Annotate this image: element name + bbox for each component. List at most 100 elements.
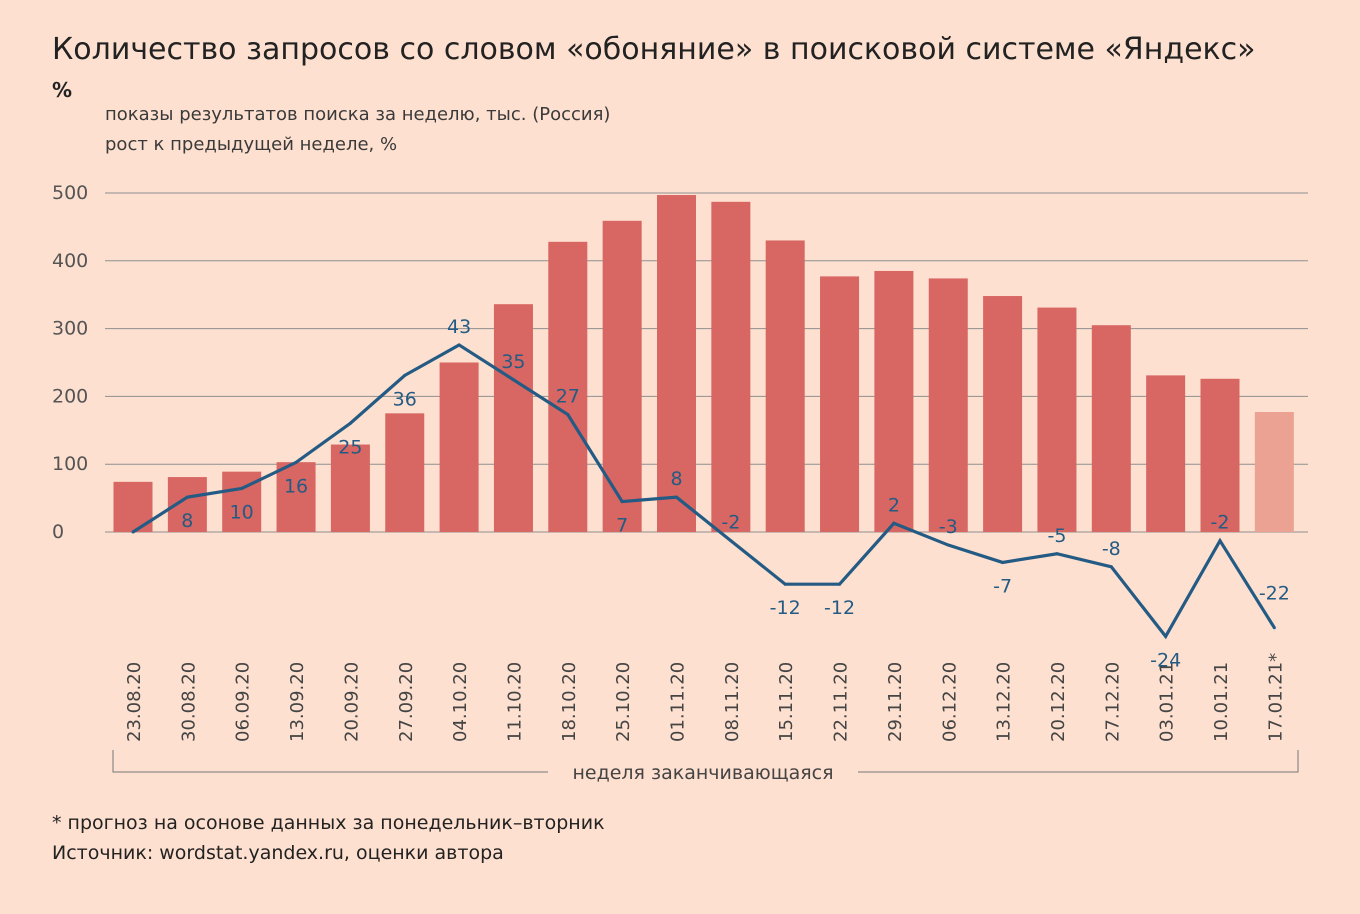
x-tick-label: 20.09.20 (341, 662, 362, 742)
unit-label: % (52, 78, 73, 102)
line-data-label: 43 (447, 316, 471, 338)
line-point (457, 343, 461, 347)
x-tick-label: 15.11.20 (776, 662, 797, 742)
x-tick-label: 18.10.20 (559, 662, 580, 742)
line-point (729, 539, 733, 543)
x-tick-label: 22.11.20 (831, 662, 852, 742)
chart-area: 0 100 200 300 400 500 8 10 16 25 36 43 35 27 7 8 -2 -12 -1… (52, 182, 1308, 784)
bar (983, 296, 1023, 532)
legend-line: рост к предыдущей неделе, % (105, 134, 398, 155)
x-tick-label: 20.12.20 (1048, 662, 1069, 742)
line-data-label: -2 (721, 512, 740, 534)
line-point (1218, 539, 1222, 543)
line-data-label: 16 (284, 475, 308, 497)
bar (1091, 325, 1131, 532)
bar (657, 195, 696, 532)
y-tick-label: 300 (52, 318, 88, 340)
x-tick-label: 10.01.21 (1211, 662, 1232, 742)
y-tick-label: 400 (52, 250, 88, 272)
line-point (185, 495, 189, 499)
line-data-label: -3 (939, 516, 958, 538)
line-data-label: -8 (1102, 538, 1121, 560)
line-point (1109, 565, 1113, 569)
line-data-label: 8 (670, 468, 682, 490)
x-tick-label: 11.10.20 (504, 662, 525, 742)
x-tick-label: 23.08.20 (124, 662, 145, 742)
bar (1037, 307, 1077, 532)
y-tick-label: 500 (52, 182, 88, 204)
line-data-label: 10 (230, 502, 254, 524)
line-data-label: 7 (616, 515, 628, 537)
x-tick-label: 13.12.20 (994, 662, 1015, 742)
x-tick-label: 13.09.20 (287, 662, 308, 742)
y-tick-label: 200 (52, 385, 88, 407)
bar (602, 220, 642, 532)
x-tick-label: 30.08.20 (178, 662, 199, 742)
bar (765, 240, 805, 532)
line-point (1272, 626, 1276, 630)
growth-line (132, 343, 1276, 640)
bar (548, 241, 588, 533)
bar (493, 304, 533, 532)
y-tick-label: 0 (52, 521, 64, 543)
line-data-label: -24 (1150, 649, 1181, 671)
bar (276, 462, 316, 532)
bar (1200, 378, 1240, 532)
bar (330, 444, 370, 532)
line-data-label: 25 (338, 436, 362, 458)
bar (439, 362, 479, 532)
bar (820, 276, 860, 532)
line-point (403, 373, 407, 377)
line-point (1055, 552, 1059, 556)
line-data-label: 27 (556, 386, 580, 408)
bar (711, 201, 751, 532)
line-point (1001, 560, 1005, 564)
x-tick-label: 08.11.20 (722, 662, 743, 742)
line-point (946, 543, 950, 547)
bar (874, 270, 914, 532)
axis-bracket-left (112, 750, 548, 773)
line-point (131, 530, 135, 534)
line-data-label: -2 (1211, 512, 1230, 534)
bar (928, 278, 968, 532)
x-tick-label: 04.10.20 (450, 662, 471, 742)
x-tick-label: 03.01.21 (1157, 662, 1178, 742)
line-data-label: 35 (501, 351, 525, 373)
line-point (511, 378, 515, 382)
y-tick-label: 100 (52, 453, 88, 475)
x-tick-label: 29.11.20 (885, 662, 906, 742)
chart-title: Количество запросов со словом «обоняние»… (52, 32, 1256, 67)
line-data-label: -12 (824, 597, 855, 619)
line-point (1164, 634, 1168, 638)
line-point (294, 460, 298, 464)
line-data-label: -7 (993, 575, 1012, 597)
x-tick-label: 25.10.20 (613, 662, 634, 742)
line-point (348, 421, 352, 425)
line-data-label: -12 (770, 597, 801, 619)
line-point (566, 413, 570, 417)
bar (1254, 411, 1294, 532)
footnote: * прогноз на осонове данных за понедельн… (52, 812, 605, 834)
axis-bracket-right (858, 750, 1299, 773)
source-note: Источник: wordstat.yandex.ru, оценки авт… (52, 842, 504, 864)
x-tick-label: 17.01.21* (1265, 653, 1286, 742)
line-data-label: 2 (888, 494, 900, 516)
x-tick-label: 01.11.20 (668, 662, 689, 742)
x-tick-label: 06.12.20 (939, 662, 960, 742)
bar (1146, 375, 1186, 532)
line-point (675, 495, 678, 499)
bar (385, 413, 425, 532)
legend-bars: показы результатов поиска за неделю, тыс… (105, 104, 611, 125)
line-data-label: 36 (393, 388, 417, 410)
x-tick-label: 06.09.20 (233, 662, 254, 742)
x-axis-label: неделя заканчивающаяся (572, 762, 833, 784)
line-point (892, 521, 896, 525)
line-data-label: 8 (181, 510, 193, 532)
line-data-label: -22 (1259, 583, 1290, 605)
line-point (620, 500, 624, 504)
x-tick-label: 27.09.20 (396, 662, 417, 742)
x-tick-label: 27.12.20 (1102, 662, 1123, 742)
line-point (838, 582, 842, 586)
line-point (783, 582, 787, 586)
line-point (240, 487, 244, 490)
